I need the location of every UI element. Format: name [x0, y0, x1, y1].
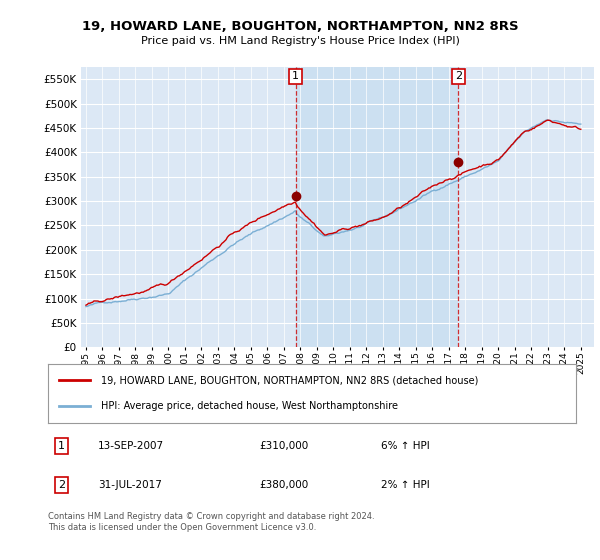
Text: 2% ↑ HPI: 2% ↑ HPI [380, 480, 430, 490]
Text: 1: 1 [292, 71, 299, 81]
Text: 13-SEP-2007: 13-SEP-2007 [98, 441, 164, 451]
Text: Contains HM Land Registry data © Crown copyright and database right 2024.
This d: Contains HM Land Registry data © Crown c… [48, 512, 374, 532]
Text: Price paid vs. HM Land Registry's House Price Index (HPI): Price paid vs. HM Land Registry's House … [140, 36, 460, 46]
Text: 19, HOWARD LANE, BOUGHTON, NORTHAMPTON, NN2 8RS (detached house): 19, HOWARD LANE, BOUGHTON, NORTHAMPTON, … [101, 375, 478, 385]
Text: 2: 2 [58, 480, 65, 490]
Text: 19, HOWARD LANE, BOUGHTON, NORTHAMPTON, NN2 8RS: 19, HOWARD LANE, BOUGHTON, NORTHAMPTON, … [82, 20, 518, 32]
Text: 2: 2 [455, 71, 462, 81]
Text: £380,000: £380,000 [259, 480, 308, 490]
Text: 1: 1 [58, 441, 65, 451]
Text: 31-JUL-2017: 31-JUL-2017 [98, 480, 162, 490]
Text: £310,000: £310,000 [259, 441, 308, 451]
Text: 6% ↑ HPI: 6% ↑ HPI [380, 441, 430, 451]
Bar [296, 67, 458, 347]
Text: HPI: Average price, detached house, West Northamptonshire: HPI: Average price, detached house, West… [101, 402, 398, 412]
